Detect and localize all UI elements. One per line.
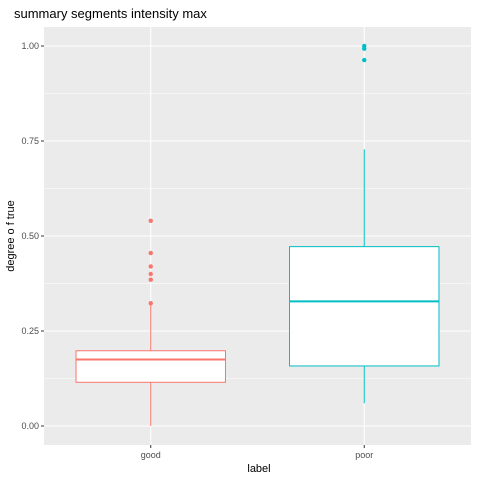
y-tick-label: 1.00 [21, 41, 39, 51]
outlier-point-good [149, 251, 153, 255]
box-good [76, 351, 225, 383]
outlier-point-poor [362, 44, 366, 48]
outlier-point-good [149, 272, 153, 276]
y-tick-label: 0.50 [21, 231, 39, 241]
box-poor [290, 247, 439, 366]
x-tick-label-good: good [141, 450, 161, 460]
outlier-point-good [149, 301, 153, 305]
outlier-point-good [149, 219, 153, 223]
y-tick-label: 0.25 [21, 326, 39, 336]
y-tick-label: 0.00 [21, 421, 39, 431]
outlier-point-good [149, 278, 153, 282]
x-tick-label-poor: poor [355, 450, 373, 460]
x-axis-title: label [247, 463, 270, 475]
y-axis-title: degree o f true [5, 200, 17, 272]
outlier-point-good [149, 264, 153, 268]
outlier-point-poor [362, 58, 366, 62]
y-tick-label: 0.75 [21, 136, 39, 146]
chart-title: summary segments intensity max [14, 6, 207, 21]
